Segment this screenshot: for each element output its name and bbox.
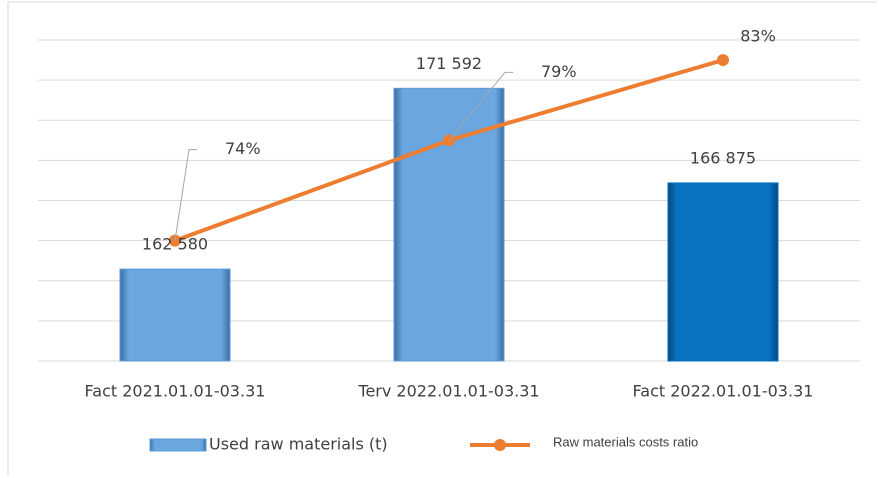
data-label: 79% <box>541 62 577 81</box>
x-tick-label: Fact 2022.01.01-03.31 <box>633 382 814 401</box>
legend-swatch <box>494 439 506 451</box>
legend-label: Used raw materials (t) <box>209 435 388 454</box>
data-label: 162 580 <box>142 235 208 254</box>
legend-swatch <box>149 438 207 452</box>
data-label: 171 592 <box>416 54 482 73</box>
data-label: 166 875 <box>690 148 756 167</box>
leader-line <box>448 71 513 141</box>
bar <box>667 182 779 362</box>
line-marker <box>717 54 729 67</box>
bar <box>393 87 505 362</box>
legend-label: Raw materials costs ratio <box>553 434 698 449</box>
x-tick-label: Fact 2021.01.01-03.31 <box>85 382 266 401</box>
bar <box>119 268 231 362</box>
data-label: 74% <box>225 139 261 158</box>
x-tick-label: Terv 2022.01.01-03.31 <box>357 382 539 401</box>
leader-line <box>174 149 197 241</box>
data-label: 83% <box>740 27 776 46</box>
